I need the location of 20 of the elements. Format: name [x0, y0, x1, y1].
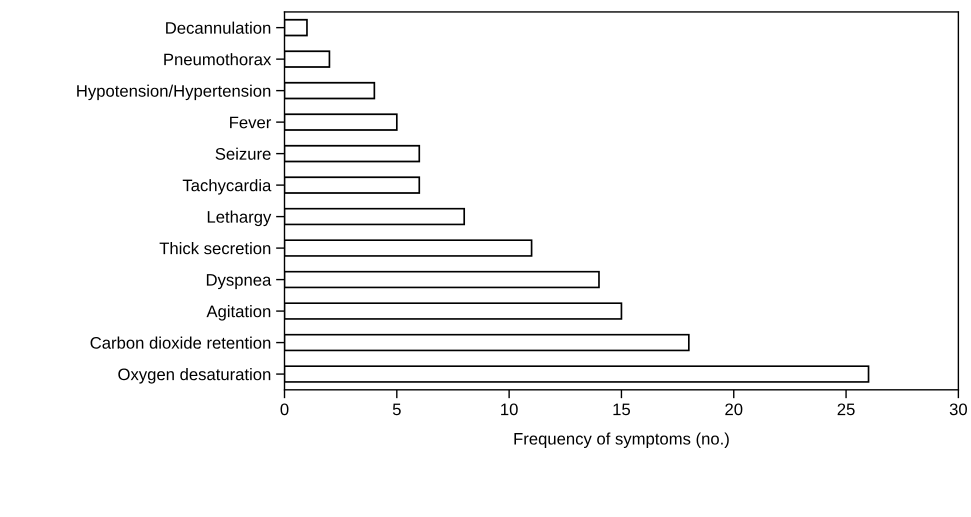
y-tick-label: Dyspnea — [206, 274, 272, 290]
y-tick-label: Oxygen desaturation — [118, 368, 270, 384]
y-tick-label: Thick secretion — [160, 242, 270, 254]
x-axis-title: Frequency of symptoms (no.) — [514, 432, 729, 448]
y-tick-label: Hypotension/Hypertension — [77, 84, 270, 100]
x-tick-label: 15 — [613, 404, 630, 416]
x-tick-label: 10 — [501, 403, 518, 416]
x-tick-label: 20 — [725, 403, 742, 416]
y-tick-label: Agitation — [206, 305, 270, 321]
x-tick-label: 25 — [838, 403, 855, 416]
y-tick-label: Decannulation — [166, 22, 270, 34]
y-tick-label: Lethargy — [208, 210, 272, 226]
y-tick-label: Carbon dioxide retention — [90, 336, 270, 349]
y-tick-label: Pneumothorax — [164, 53, 272, 66]
x-tick-label: 30 — [950, 403, 967, 416]
y-tick-label: Tachycardia — [182, 179, 272, 195]
y-tick-label: Fever — [230, 116, 272, 128]
y-tick-label: Seizure — [216, 148, 271, 160]
x-tick-label: 0 — [280, 403, 288, 416]
x-tick-label: 5 — [392, 404, 401, 416]
